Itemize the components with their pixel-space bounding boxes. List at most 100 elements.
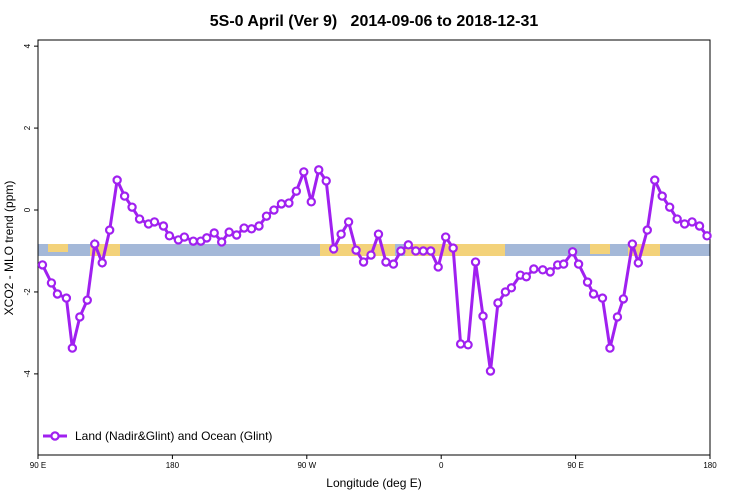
data-point bbox=[396, 246, 406, 256]
data-point bbox=[672, 214, 682, 224]
y-tick-label: 4 bbox=[23, 43, 32, 48]
x-tick-label: 90 E bbox=[567, 461, 583, 470]
data-point bbox=[440, 232, 451, 242]
data-point bbox=[127, 202, 137, 212]
data-point bbox=[314, 165, 324, 175]
data-point bbox=[158, 221, 169, 231]
data-point bbox=[321, 176, 331, 186]
y-tick-label: -2 bbox=[23, 288, 32, 296]
data-point bbox=[521, 272, 532, 282]
x-tick-label: 0 bbox=[439, 461, 444, 470]
data-point bbox=[588, 289, 599, 299]
data-point bbox=[403, 240, 414, 250]
data-point bbox=[664, 202, 675, 212]
data-point bbox=[433, 262, 443, 272]
data-point bbox=[373, 229, 384, 239]
data-point bbox=[388, 259, 399, 269]
data-point bbox=[618, 294, 629, 304]
data-point bbox=[478, 311, 488, 321]
data-point bbox=[500, 287, 511, 297]
data-point bbox=[582, 277, 593, 287]
data-point bbox=[67, 343, 78, 353]
x-tick-label: 180 bbox=[703, 461, 717, 470]
data-point bbox=[657, 191, 667, 201]
series-line bbox=[41, 166, 709, 372]
data-point bbox=[538, 265, 548, 275]
data-point bbox=[411, 246, 421, 256]
data-point bbox=[529, 264, 539, 274]
y-tick-label: 0 bbox=[23, 207, 32, 212]
x-axis-label: Longitude (deg E) bbox=[326, 476, 421, 490]
data-point bbox=[164, 231, 175, 241]
data-point bbox=[642, 225, 652, 235]
data-point bbox=[470, 257, 481, 267]
data-point bbox=[269, 205, 279, 215]
data-point bbox=[37, 260, 48, 270]
x-tick-label: 180 bbox=[166, 461, 180, 470]
data-point bbox=[216, 237, 227, 247]
x-tick-label: 90 E bbox=[30, 461, 46, 470]
data-point bbox=[254, 221, 264, 231]
data-point bbox=[149, 217, 160, 227]
data-point bbox=[61, 293, 72, 303]
data-point bbox=[224, 227, 234, 237]
data-point bbox=[418, 246, 428, 256]
data-point bbox=[605, 343, 615, 353]
data-point bbox=[306, 197, 316, 207]
data-point bbox=[336, 229, 346, 239]
data-point bbox=[679, 219, 690, 229]
data-point bbox=[493, 298, 503, 308]
data-point bbox=[358, 257, 369, 267]
data-point bbox=[506, 283, 517, 293]
data-point bbox=[284, 198, 294, 208]
data-point bbox=[75, 312, 85, 322]
land-patch bbox=[48, 244, 68, 252]
data-point bbox=[627, 239, 638, 249]
data-point bbox=[276, 199, 287, 209]
chart-title: 5S-0 April (Ver 9) 2014-09-06 to 2018-12… bbox=[210, 13, 539, 30]
data-point bbox=[90, 239, 100, 249]
y-axis-label: XCO2 - MLO trend (ppm) bbox=[2, 181, 16, 316]
data-point bbox=[463, 340, 473, 350]
data-point bbox=[455, 339, 466, 349]
land-patch bbox=[590, 244, 610, 254]
data-point bbox=[650, 175, 660, 185]
data-point bbox=[597, 293, 608, 303]
data-point bbox=[633, 258, 644, 268]
data-point bbox=[299, 167, 309, 177]
data-point bbox=[567, 247, 578, 257]
data-point bbox=[52, 289, 63, 299]
data-point bbox=[366, 250, 376, 260]
data-point bbox=[558, 259, 569, 269]
data-point bbox=[119, 191, 130, 201]
data-point bbox=[687, 217, 697, 227]
data-point bbox=[188, 236, 199, 246]
data-point bbox=[46, 278, 57, 288]
data-point bbox=[209, 228, 219, 238]
data-point bbox=[426, 246, 436, 256]
data-point bbox=[381, 257, 391, 267]
data-point bbox=[702, 231, 712, 241]
data-point bbox=[239, 223, 249, 233]
data-point bbox=[573, 259, 584, 269]
data-point bbox=[485, 366, 496, 376]
data-point bbox=[694, 221, 705, 231]
data-point bbox=[202, 233, 212, 243]
data-point bbox=[82, 295, 92, 305]
data-point bbox=[351, 245, 361, 255]
data-point bbox=[112, 175, 122, 185]
y-tick-label: 2 bbox=[23, 125, 32, 130]
data-point bbox=[261, 211, 272, 221]
legend-marker bbox=[50, 431, 60, 441]
data-point bbox=[246, 224, 257, 234]
x-tick-label: 90 W bbox=[297, 461, 316, 470]
data-point bbox=[179, 232, 190, 242]
data-point bbox=[328, 244, 339, 254]
legend-label: Land (Nadir&Glint) and Ocean (Glint) bbox=[75, 429, 272, 443]
data-point bbox=[343, 217, 354, 227]
y-tick-label: -4 bbox=[23, 370, 32, 378]
data-point bbox=[291, 186, 302, 196]
data-point bbox=[134, 214, 145, 224]
